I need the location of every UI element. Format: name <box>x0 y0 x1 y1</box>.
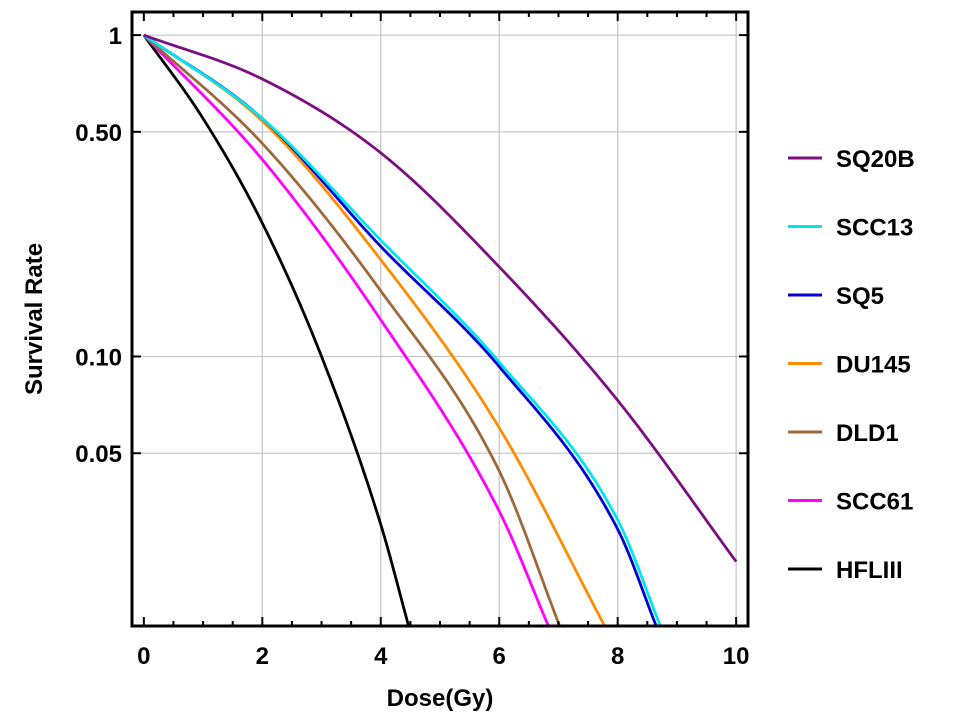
series-line-dld1 <box>142 34 561 627</box>
x-tick-label: 8 <box>611 643 624 670</box>
y-tick-labels: 1 0.50 0.10 0.05 <box>75 23 122 468</box>
x-tick-label: 4 <box>374 643 388 670</box>
legend-label: SCC13 <box>836 215 913 242</box>
legend: SQ20B SCC13 SQ5 DU145 DLD1 SCC61 HFLIII <box>788 146 915 584</box>
y-tick-label: 0.50 <box>75 120 122 147</box>
grid <box>132 12 748 626</box>
legend-label: SQ20B <box>836 146 915 173</box>
legend-label: DLD1 <box>836 420 899 447</box>
x-tick-label: 2 <box>256 643 269 670</box>
legend-label: DU145 <box>836 352 911 379</box>
x-tick-label: 10 <box>723 643 750 670</box>
x-tick-label: 6 <box>493 643 506 670</box>
tick-marks <box>132 12 748 626</box>
legend-label: HFLIII <box>836 557 903 584</box>
series-line-sq5 <box>143 33 658 627</box>
y-tick-label: 0.10 <box>75 344 122 371</box>
x-tick-labels: 0 2 4 6 8 10 <box>137 643 749 670</box>
legend-label: SQ5 <box>836 283 884 310</box>
series-line-du145 <box>143 33 606 627</box>
series-line-sq20b <box>143 33 738 563</box>
series-line-scc13 <box>143 33 662 627</box>
x-axis-title: Dose(Gy) <box>387 685 494 712</box>
y-tick-label: 1 <box>109 23 122 50</box>
y-tick-label: 0.05 <box>75 441 122 468</box>
legend-label: SCC61 <box>836 489 913 516</box>
x-tick-label: 0 <box>137 643 150 670</box>
series-lines <box>142 33 738 627</box>
series-line-scc61 <box>142 34 550 627</box>
y-axis-title: Survival Rate <box>21 243 48 395</box>
series-line-hfliii <box>142 34 410 627</box>
